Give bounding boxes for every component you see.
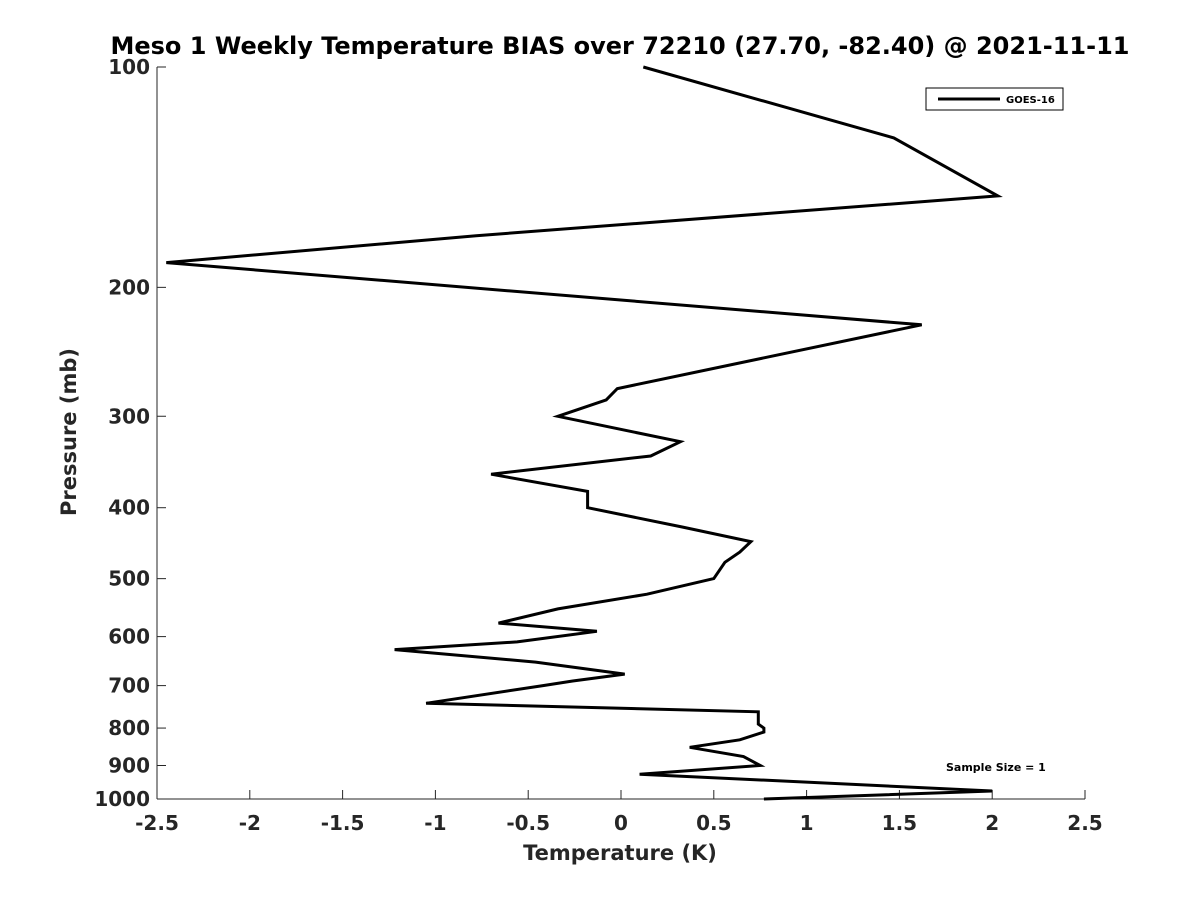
y-tick-label: 1000 bbox=[94, 787, 150, 811]
x-tick-label: -2 bbox=[239, 811, 261, 835]
y-tick-label: 100 bbox=[108, 55, 150, 79]
legend: GOES-16 bbox=[925, 87, 1064, 111]
legend-label-goes-16: GOES-16 bbox=[1006, 95, 1055, 106]
y-axis-ticks: 100 200 300 400 500 600 700 800 900 1000 bbox=[94, 55, 166, 811]
x-tick-label: 1 bbox=[800, 811, 814, 835]
x-tick-label: -1 bbox=[424, 811, 446, 835]
chart-title: Meso 1 Weekly Temperature BIAS over 7221… bbox=[110, 32, 1129, 60]
x-axis-ticks: -2.5 -2 -1.5 -1 -0.5 0 0.5 1 1.5 2 2.5 bbox=[135, 790, 1103, 835]
y-tick-label: 600 bbox=[108, 625, 150, 649]
series-line-goes-16 bbox=[166, 65, 1003, 801]
y-tick-label: 200 bbox=[108, 275, 150, 299]
x-tick-label: -0.5 bbox=[506, 811, 550, 835]
y-tick-label: 700 bbox=[108, 674, 150, 698]
x-tick-label: 2.5 bbox=[1067, 811, 1102, 835]
x-tick-label: 0.5 bbox=[696, 811, 731, 835]
y-tick-label: 900 bbox=[108, 754, 150, 778]
y-axis-label: Pressure (mb) bbox=[57, 348, 81, 516]
y-tick-label: 500 bbox=[108, 567, 150, 591]
y-tick-label: 400 bbox=[108, 496, 150, 520]
x-tick-label: -2.5 bbox=[135, 811, 179, 835]
x-tick-label: 0 bbox=[614, 811, 628, 835]
x-tick-label: -1.5 bbox=[321, 811, 365, 835]
x-tick-label: 1.5 bbox=[882, 811, 917, 835]
x-tick-label: 2 bbox=[985, 811, 999, 835]
sample-size-annotation: Sample Size = 1 bbox=[946, 761, 1046, 774]
x-axis-label: Temperature (K) bbox=[523, 841, 717, 865]
y-tick-label: 300 bbox=[108, 404, 150, 428]
y-tick-label: 800 bbox=[108, 716, 150, 740]
